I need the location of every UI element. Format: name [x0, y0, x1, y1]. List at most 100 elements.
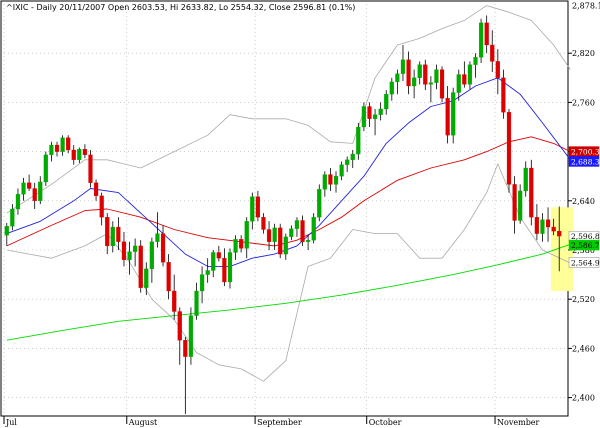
candle-body: [266, 229, 272, 242]
candle-body: [93, 182, 99, 197]
value-flags: 2,700.352,688.31 2,596.812,586.73 2,564.96: [568, 146, 600, 268]
candle: [389, 77, 394, 101]
candle: [540, 213, 545, 242]
candle-body: [361, 106, 367, 128]
candle: [545, 207, 551, 242]
candle-body: [395, 73, 400, 83]
candle-body: [172, 290, 177, 312]
candle: [317, 184, 322, 222]
candle-body: [400, 59, 406, 74]
candle: [211, 250, 216, 278]
candle: [49, 141, 54, 162]
candle-body: [250, 196, 255, 222]
candle: [43, 151, 48, 187]
candle: [116, 217, 121, 250]
candle: [160, 225, 166, 267]
candle-body: [272, 227, 277, 242]
candle-body: [523, 167, 528, 192]
x-month-label: Jul: [5, 418, 17, 427]
candle-body: [423, 64, 428, 85]
candle: [339, 161, 344, 181]
candle: [244, 217, 249, 259]
candle-body: [21, 182, 26, 195]
candle: [54, 141, 60, 157]
y-tick-label: 2,400: [572, 394, 595, 403]
candle-body: [149, 241, 154, 270]
candle: [133, 238, 138, 267]
ma50-line: [6, 136, 571, 247]
candle-body: [345, 159, 350, 165]
candle: [495, 49, 500, 95]
candle: [250, 192, 255, 230]
candle-body: [428, 82, 433, 85]
candle: [412, 69, 417, 99]
candle: [233, 235, 238, 260]
candle-body: [300, 220, 305, 242]
candle: [255, 190, 260, 222]
candle: [361, 102, 367, 132]
candle-body: [456, 74, 461, 93]
candle-body: [244, 221, 249, 249]
candle-body: [239, 239, 244, 249]
candle: [534, 204, 539, 241]
candle: [518, 184, 523, 224]
candle-body: [105, 217, 110, 247]
candle-body: [478, 22, 484, 58]
candle-body: [289, 228, 294, 238]
candle-body: [10, 208, 15, 227]
candle-body: [367, 106, 372, 119]
candle-body: [328, 174, 333, 185]
candle: [451, 87, 456, 144]
candle-body: [551, 226, 556, 232]
candle-body: [512, 184, 517, 221]
candle: [484, 15, 489, 54]
candle: [66, 135, 71, 154]
candle-body: [88, 154, 93, 183]
candle: [138, 240, 143, 293]
candle-body: [495, 61, 500, 78]
candle-body: [71, 149, 76, 160]
candle-body: [506, 112, 512, 185]
candle: [194, 282, 199, 320]
candle: [15, 188, 21, 215]
candle-body: [462, 74, 467, 85]
candle-body: [306, 240, 311, 242]
candle-body: [60, 137, 65, 152]
candle: [205, 258, 210, 283]
candle-body: [144, 268, 149, 288]
candle: [328, 168, 333, 191]
candle: [93, 179, 99, 201]
candle: [322, 171, 327, 197]
candle: [4, 222, 9, 246]
candle-body: [350, 153, 355, 160]
candle-body: [501, 77, 506, 113]
candle: [289, 225, 294, 241]
candle: [384, 90, 389, 115]
candle-body: [467, 64, 473, 85]
candle-body: [233, 239, 238, 253]
candle-body: [15, 194, 21, 210]
candle: [501, 69, 506, 119]
x-month-label: October: [369, 418, 402, 427]
value-flag-label: 2,700.35: [571, 148, 600, 157]
candle: [428, 76, 433, 103]
candle: [99, 192, 104, 226]
candle: [71, 145, 76, 165]
y-tick-label: 2,760: [572, 98, 595, 107]
candle-body: [255, 196, 260, 218]
highlight-box: [550, 207, 574, 291]
value-flag: 2,700.35: [568, 146, 600, 157]
candle-body: [138, 245, 143, 288]
candle-body: [378, 108, 383, 115]
y-tick-label: 2,520: [572, 295, 595, 304]
candle: [294, 217, 300, 237]
candle: [283, 233, 288, 260]
value-flag-box: [568, 239, 600, 251]
y-tick-label: 2,640: [572, 197, 595, 206]
candle: [551, 218, 556, 236]
candle-body: [484, 22, 489, 46]
candle-body: [451, 92, 456, 136]
candle: [372, 108, 378, 136]
candle-body: [311, 217, 316, 241]
value-flag-box: [568, 257, 600, 268]
